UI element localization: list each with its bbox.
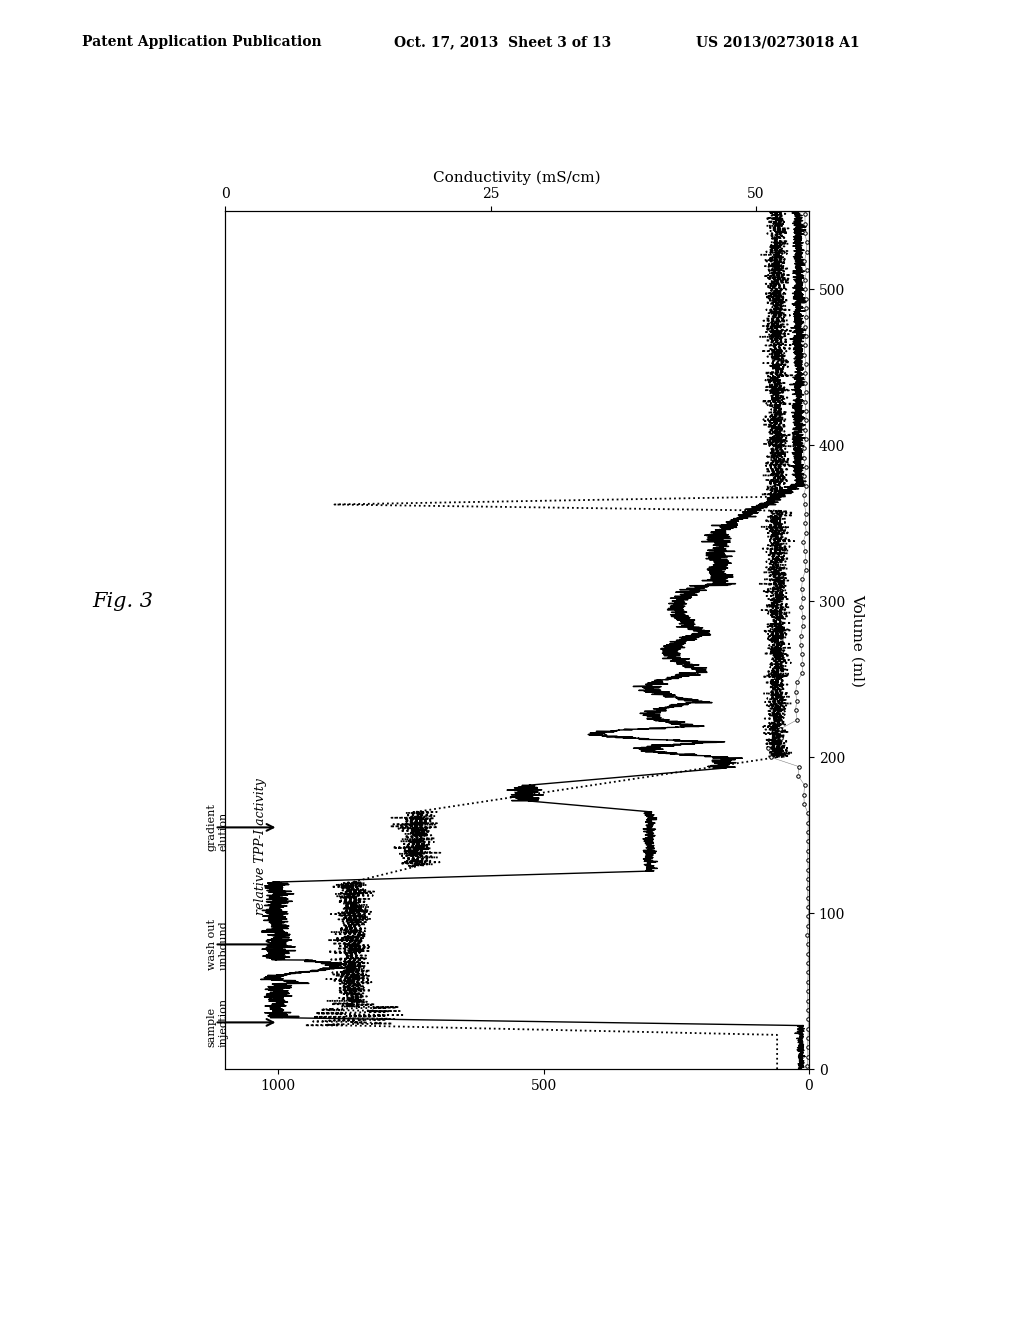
Text: sample
injection: sample injection xyxy=(207,998,228,1047)
Text: relative TPP-I activity: relative TPP-I activity xyxy=(254,777,267,915)
Y-axis label: Volume (ml): Volume (ml) xyxy=(851,594,864,686)
Text: Oct. 17, 2013  Sheet 3 of 13: Oct. 17, 2013 Sheet 3 of 13 xyxy=(394,36,611,49)
Text: Patent Application Publication: Patent Application Publication xyxy=(82,36,322,49)
Text: gradient
elution: gradient elution xyxy=(207,804,228,851)
Text: wash out
unbound: wash out unbound xyxy=(207,919,228,970)
Text: US 2013/0273018 A1: US 2013/0273018 A1 xyxy=(696,36,860,49)
Text: Fig. 3: Fig. 3 xyxy=(92,593,154,611)
X-axis label: Conductivity (mS/cm): Conductivity (mS/cm) xyxy=(433,170,601,185)
